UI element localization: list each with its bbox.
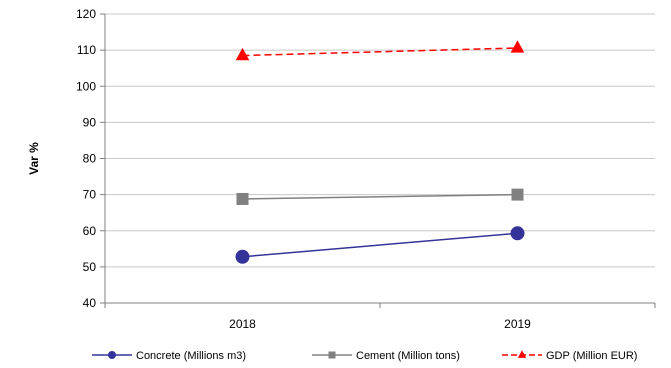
y-tick-label: 70 [83, 188, 97, 202]
y-tick-label: 80 [83, 152, 97, 166]
series-group [235, 226, 525, 264]
y-tick-label: 60 [83, 224, 97, 238]
gridlines [105, 13, 655, 268]
data-point [511, 188, 524, 201]
y-tick-label: 100 [76, 79, 96, 93]
data-point [517, 350, 527, 358]
legend-item: GDP (Million EUR) [502, 350, 637, 362]
series-line [242, 47, 518, 57]
data-point [108, 351, 116, 359]
y-tick-label: 120 [76, 7, 96, 21]
legend-label: GDP (Million EUR) [546, 350, 637, 362]
x-tick-label: 2018 [229, 317, 256, 331]
series [235, 40, 525, 264]
series-group [235, 40, 525, 61]
series-line [242, 232, 518, 258]
series-group [236, 188, 524, 205]
data-point [235, 249, 250, 264]
x-tick-labels: 2018 2019 [229, 317, 531, 331]
y-tick-labels: 40 50 60 70 80 90 100 110 120 [76, 7, 96, 310]
y-axis-title: Var % [27, 142, 41, 175]
legend: Concrete (Millions m3) Cement (Million to… [92, 350, 637, 362]
y-tick-label: 90 [83, 115, 97, 129]
legend-item: Concrete (Millions m3) [92, 350, 246, 362]
y-tick-label: 50 [83, 260, 97, 274]
series-line [242, 193, 518, 200]
axes [100, 13, 656, 308]
legend-label: Concrete (Millions m3) [136, 350, 246, 362]
legend-label: Cement (Million tons) [356, 350, 460, 362]
data-point [235, 47, 250, 61]
data-point [510, 226, 525, 241]
y-tick-label: 40 [83, 296, 97, 310]
x-tick-label: 2019 [504, 317, 531, 331]
legend-item: Cement (Million tons) [312, 350, 460, 362]
y-tick-label: 110 [77, 43, 96, 57]
data-point [236, 192, 249, 205]
data-point [328, 351, 336, 359]
data-point [510, 40, 525, 53]
